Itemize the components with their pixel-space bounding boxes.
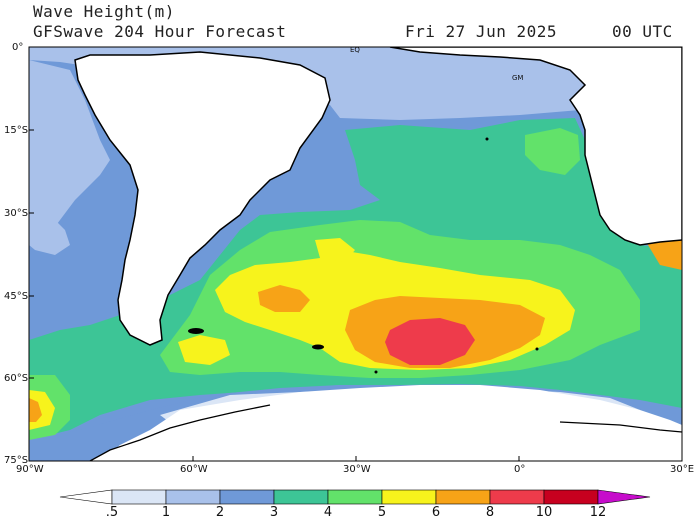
- marker-gm: GM: [512, 74, 524, 82]
- colorbar-label: 1: [161, 505, 171, 520]
- forecast-time: 00 UTC: [612, 22, 673, 41]
- lat-label-75s: 75°S: [4, 455, 29, 466]
- colorbar-swatch: [381, 489, 437, 505]
- title-line-2: GFSwave 204 Hour Forecast: [33, 22, 287, 41]
- south-georgia: [312, 344, 324, 350]
- lat-ticks: [29, 46, 34, 379]
- lon-label-30w: 30°W: [343, 464, 371, 475]
- island-gough: [535, 347, 539, 351]
- lon-label-0: 0°: [514, 464, 526, 475]
- forecast-date: Fri 27 Jun 2025: [405, 22, 557, 41]
- colorbar-swatch: [543, 489, 599, 505]
- colorbar-label: 4: [323, 505, 333, 520]
- colorbar-swatch: [273, 489, 329, 505]
- colorbar-swatch: [327, 489, 383, 505]
- lon-ticks: [192, 456, 520, 461]
- island-st-helena: [485, 137, 489, 141]
- lat-label-30s: 30°S: [4, 208, 29, 219]
- island-bouvet: [374, 370, 378, 374]
- lat-label-15s: 15°S: [4, 125, 29, 136]
- colorbar-label: 6: [431, 505, 441, 520]
- antarctica-coastline: [89, 404, 682, 461]
- lat-label-0: 0°: [12, 42, 24, 53]
- colorbar-label: 12: [589, 505, 607, 520]
- ocean-5-6m-small: [178, 335, 230, 365]
- colorbar-under-triangle: [59, 489, 113, 505]
- colorbar-label: 10: [535, 505, 553, 520]
- ocean-8-10m: [385, 318, 475, 365]
- falkland-islands: [188, 328, 204, 334]
- colorbar-label: 5: [377, 505, 387, 520]
- colorbar-swatch: [219, 489, 275, 505]
- colorbar-swatch: [165, 489, 221, 505]
- colorbar-label: .5: [105, 505, 119, 520]
- colorbar-label: 8: [485, 505, 495, 520]
- title-line-1: Wave Height(m): [33, 2, 175, 21]
- marker-eq: EQ: [350, 46, 360, 54]
- colorbar: [59, 489, 651, 505]
- colorbar-over-triangle: [597, 489, 651, 505]
- lon-label-90w: 90°W: [16, 464, 44, 475]
- colorbar-label: 3: [269, 505, 279, 520]
- south-america-land: [74, 51, 331, 346]
- lon-label-30e: 30°E: [670, 464, 695, 475]
- ocean-6-8m-west: [258, 285, 310, 312]
- lat-label-45s: 45°S: [4, 291, 29, 302]
- lat-label-60s: 60°S: [4, 373, 29, 384]
- africa-land: [389, 47, 682, 246]
- colorbar-swatch: [435, 489, 491, 505]
- lon-label-60w: 60°W: [180, 464, 208, 475]
- ocean-1-2m-pacific: [29, 215, 70, 255]
- colorbar-swatch: [489, 489, 545, 505]
- ocean-1-2m-west: [29, 60, 110, 245]
- ocean-pacific-hot: [29, 398, 42, 422]
- colorbar-label: 2: [215, 505, 225, 520]
- colorbar-swatch: [111, 489, 167, 505]
- ocean-4-5m-east: [525, 128, 580, 175]
- ocean-5-6m-north: [315, 238, 355, 262]
- antarctica-land: [90, 405, 682, 461]
